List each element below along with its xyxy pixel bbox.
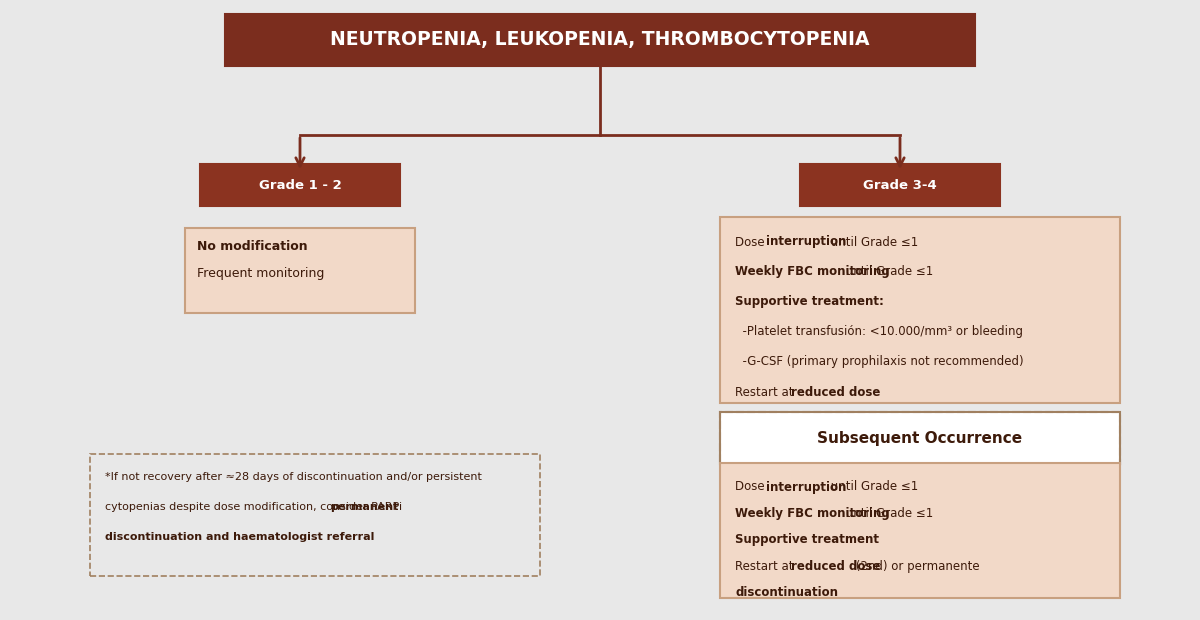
Text: No modification: No modification: [197, 239, 307, 252]
Text: until Grade ≤1: until Grade ≤1: [842, 265, 934, 278]
Text: permanent: permanent: [330, 502, 398, 512]
Text: Restart at: Restart at: [734, 560, 797, 573]
Text: Weekly FBC monitoring: Weekly FBC monitoring: [734, 507, 889, 520]
FancyBboxPatch shape: [720, 463, 1120, 598]
Text: Grade 3-4: Grade 3-4: [863, 179, 937, 192]
Text: Grade 1 - 2: Grade 1 - 2: [259, 179, 341, 192]
FancyBboxPatch shape: [185, 228, 415, 312]
FancyBboxPatch shape: [720, 412, 1120, 464]
Text: reduced dose: reduced dose: [791, 560, 881, 573]
Text: -Platelet transfusión: <10.000/mm³ or bleeding: -Platelet transfusión: <10.000/mm³ or bl…: [734, 326, 1022, 339]
Text: reduced dose: reduced dose: [791, 386, 881, 399]
FancyBboxPatch shape: [200, 164, 400, 206]
Text: NEUTROPENIA, LEUKOPENIA, THROMBOCYTOPENIA: NEUTROPENIA, LEUKOPENIA, THROMBOCYTOPENI…: [330, 30, 870, 50]
Text: interruption: interruption: [766, 236, 846, 249]
FancyBboxPatch shape: [226, 14, 974, 66]
Text: interruption: interruption: [766, 480, 846, 494]
Text: Weekly FBC monitoring: Weekly FBC monitoring: [734, 265, 889, 278]
Text: discontinuation and haematologist referral: discontinuation and haematologist referr…: [106, 532, 374, 542]
FancyBboxPatch shape: [720, 218, 1120, 402]
Text: Frequent monitoring: Frequent monitoring: [197, 267, 324, 280]
FancyBboxPatch shape: [800, 164, 1000, 206]
Text: Supportive treatment:: Supportive treatment:: [734, 296, 884, 309]
Text: Dose: Dose: [734, 236, 772, 249]
Text: (2nd) or permanente: (2nd) or permanente: [852, 560, 980, 573]
Text: Subsequent Occurrence: Subsequent Occurrence: [817, 430, 1022, 446]
Text: *If not recovery after ≈28 days of discontinuation and/or persistent: *If not recovery after ≈28 days of disco…: [106, 472, 482, 482]
Text: -G-CSF (primary prophilaxis not recommended): -G-CSF (primary prophilaxis not recommen…: [734, 355, 1024, 368]
Text: until Grade ≤1: until Grade ≤1: [827, 480, 918, 494]
Text: until Grade ≤1: until Grade ≤1: [842, 507, 934, 520]
Text: Restart at: Restart at: [734, 386, 797, 399]
Text: discontinuation: discontinuation: [734, 587, 838, 600]
Text: until Grade ≤1: until Grade ≤1: [827, 236, 918, 249]
Text: Supportive treatment: Supportive treatment: [734, 533, 878, 546]
Text: Dose: Dose: [734, 480, 772, 494]
Text: cytopenias despite dose modification, consider PARPi: cytopenias despite dose modification, co…: [106, 502, 406, 512]
